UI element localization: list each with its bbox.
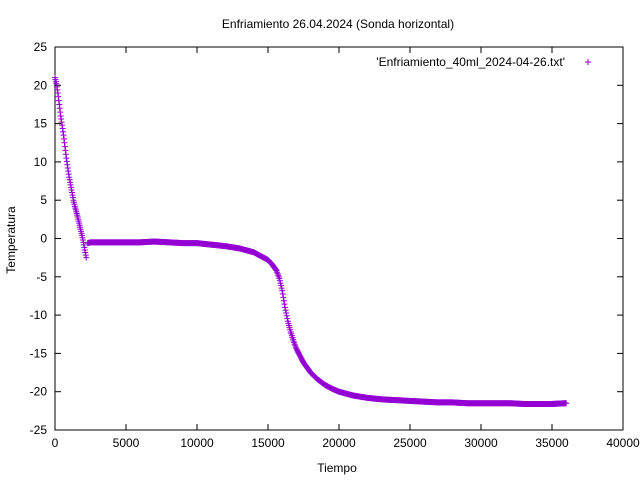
x-tick-label: 40000 xyxy=(606,436,640,450)
data-point xyxy=(279,290,286,297)
y-tick-label: 5 xyxy=(40,193,47,207)
data-point xyxy=(281,301,288,308)
x-tick-label: 35000 xyxy=(535,436,569,450)
y-tick-label: 0 xyxy=(40,232,47,246)
y-tick-label: -15 xyxy=(30,346,48,360)
data-point xyxy=(282,307,289,314)
y-tick-label: 15 xyxy=(34,117,48,131)
y-tick-label: -10 xyxy=(30,308,48,322)
y-tick-label: -20 xyxy=(30,385,48,399)
x-tick-label: 15000 xyxy=(251,436,285,450)
x-tick-label: 0 xyxy=(52,436,59,450)
data-point xyxy=(283,309,290,316)
legend-marker xyxy=(585,59,591,65)
x-tick-label: 10000 xyxy=(180,436,214,450)
chart-title: Enfriamiento 26.04.2024 (Sonda horizonta… xyxy=(222,17,454,31)
x-axis-label: Tiempo xyxy=(317,461,357,475)
data-point xyxy=(83,254,90,261)
data-point xyxy=(282,304,289,311)
data-point xyxy=(283,312,290,319)
data-points xyxy=(52,74,570,407)
legend: 'Enfriamiento_40ml_2024-04-26.txt' xyxy=(376,55,591,69)
data-point xyxy=(563,400,570,407)
legend-marker-symbol xyxy=(585,59,591,65)
data-point xyxy=(279,287,286,294)
x-tick-label: 30000 xyxy=(464,436,498,450)
data-point xyxy=(284,315,291,322)
y-tick-label: -25 xyxy=(30,423,48,437)
y-axis-label: Temperatura xyxy=(4,206,18,274)
x-tick-label: 25000 xyxy=(393,436,427,450)
y-tick-label: 25 xyxy=(34,40,48,54)
x-tick-label: 5000 xyxy=(113,436,140,450)
y-tick-label: -5 xyxy=(36,270,47,284)
legend-label: 'Enfriamiento_40ml_2024-04-26.txt' xyxy=(376,55,565,69)
axes: 0 5000 10000 15000 20000 25000 30000 35000 40000… xyxy=(30,40,640,450)
y-tick-label: 10 xyxy=(34,155,48,169)
data-point xyxy=(280,294,287,301)
y-tick-label: 20 xyxy=(34,78,48,92)
x-tick-label: 20000 xyxy=(322,436,356,450)
data-point xyxy=(280,297,287,304)
